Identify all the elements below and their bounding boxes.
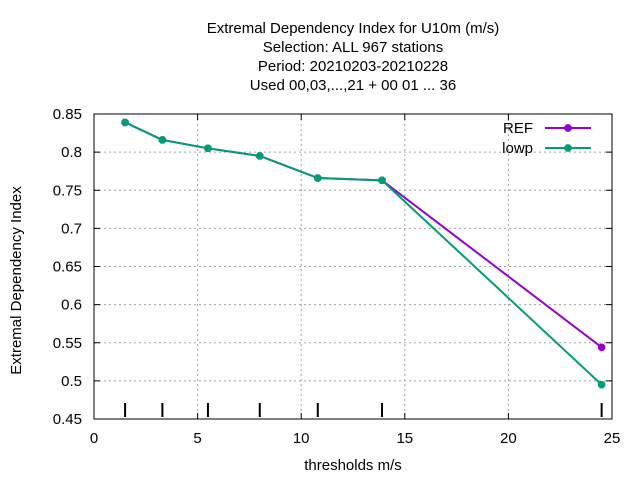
data-point-lowp: [314, 174, 322, 182]
x-tick-label: 20: [500, 430, 517, 447]
y-tick-label: 0.8: [61, 144, 82, 161]
y-tick-label: 0.5: [61, 373, 82, 390]
data-point-lowp: [158, 136, 167, 144]
y-tick-label: 0.7: [61, 220, 82, 237]
x-axis-ticks: 0 5 10 15 20 25: [90, 114, 621, 447]
data-point-lowp: [204, 144, 212, 153]
data-point-lowp: [597, 380, 606, 389]
x-axis-label: thresholds m/s: [304, 457, 402, 474]
legend-marker-lowp: [564, 144, 572, 152]
title-line: Selection: ALL 967 stations: [263, 39, 443, 56]
data-point-lowp: [378, 176, 386, 185]
legend-marker-ref: [564, 124, 572, 132]
x-tick-label: 5: [193, 430, 201, 447]
x-tick-label: 25: [604, 430, 621, 447]
y-tick-label: 0.65: [53, 259, 82, 276]
title-line: Used 00,03,...,21 + 00 01 ... 36: [250, 77, 456, 94]
y-axis-ticks: 0.45 0.5 0.55 0.6 0.65 0.7 0.75 0.8 0.85: [53, 106, 612, 428]
series-line-lowp: [124, 121, 603, 386]
y-tick-label: 0.55: [53, 335, 82, 352]
legend-label: lowp: [502, 140, 533, 157]
grid-lines: [94, 114, 612, 419]
y-tick-label: 0.75: [53, 182, 82, 199]
y-tick-label: 0.6: [61, 297, 82, 314]
y-tick-label: 0.45: [53, 411, 82, 428]
x-tick-label: 15: [396, 430, 413, 447]
series-lines: [121, 118, 606, 389]
threshold-markers: [124, 403, 603, 417]
y-axis-label: Extremal Dependency Index: [8, 186, 25, 375]
data-point-ref: [597, 343, 606, 352]
data-point-lowp: [121, 118, 129, 127]
title-line: Period: 20210203-20210228: [258, 58, 448, 75]
data-point-lowp: [256, 152, 264, 160]
legend-label: REF: [503, 120, 533, 137]
title-line: Extremal Dependency Index for U10m (m/s): [207, 20, 500, 37]
legend: REF lowp: [502, 120, 591, 157]
x-tick-label: 0: [90, 430, 98, 447]
chart-title: Extremal Dependency Index for U10m (m/s)…: [207, 20, 500, 94]
y-tick-label: 0.85: [53, 106, 82, 123]
x-tick-label: 10: [293, 430, 310, 447]
